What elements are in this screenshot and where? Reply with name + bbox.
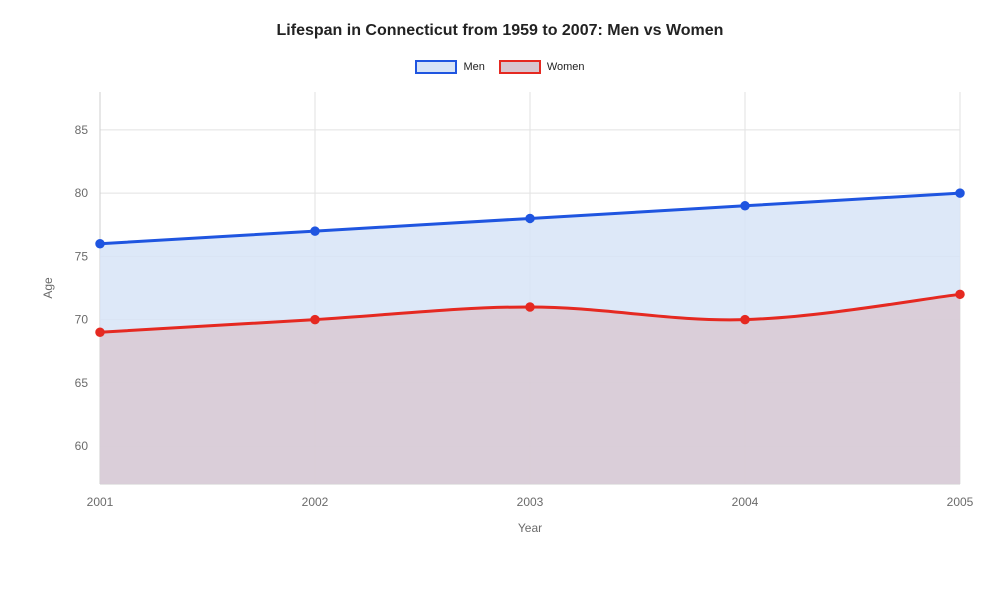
legend-item-women: Women [499, 60, 585, 74]
legend-item-men: Men [415, 60, 484, 74]
y-tick-label: 70 [75, 313, 89, 327]
series-marker-women [956, 290, 964, 298]
x-tick-label: 2002 [302, 495, 329, 509]
y-tick-label: 75 [75, 249, 89, 263]
legend-label-men: Men [463, 61, 484, 73]
series-marker-women [96, 328, 104, 336]
legend-label-women: Women [547, 61, 585, 73]
legend-swatch-men [415, 60, 457, 74]
y-tick-label: 85 [75, 123, 89, 137]
y-tick-label: 60 [75, 439, 89, 453]
series-marker-women [741, 316, 749, 324]
chart-plot: 60 65 70 75 80 85 2001 2002 2003 2004 2005 Year Age [0, 74, 1000, 584]
series-marker-men [741, 202, 749, 210]
y-tick-label: 65 [75, 376, 89, 390]
x-axis-label: Year [518, 521, 542, 535]
chart-title: Lifespan in Connecticut from 1959 to 200… [0, 0, 1000, 40]
series-marker-men [311, 227, 319, 235]
x-tick-label: 2005 [947, 495, 974, 509]
x-tick-label: 2003 [517, 495, 544, 509]
series-marker-men [526, 214, 534, 222]
series-marker-women [311, 316, 319, 324]
x-tick-label: 2001 [87, 495, 114, 509]
series-marker-women [526, 303, 534, 311]
series-marker-men [956, 189, 964, 197]
chart-container: Lifespan in Connecticut from 1959 to 200… [0, 0, 1000, 600]
x-tick-label: 2004 [732, 495, 759, 509]
y-axis-label: Age [41, 277, 55, 299]
y-tick-label: 80 [75, 186, 89, 200]
legend: Men Women [0, 60, 1000, 74]
series-marker-men [96, 240, 104, 248]
legend-swatch-women [499, 60, 541, 74]
